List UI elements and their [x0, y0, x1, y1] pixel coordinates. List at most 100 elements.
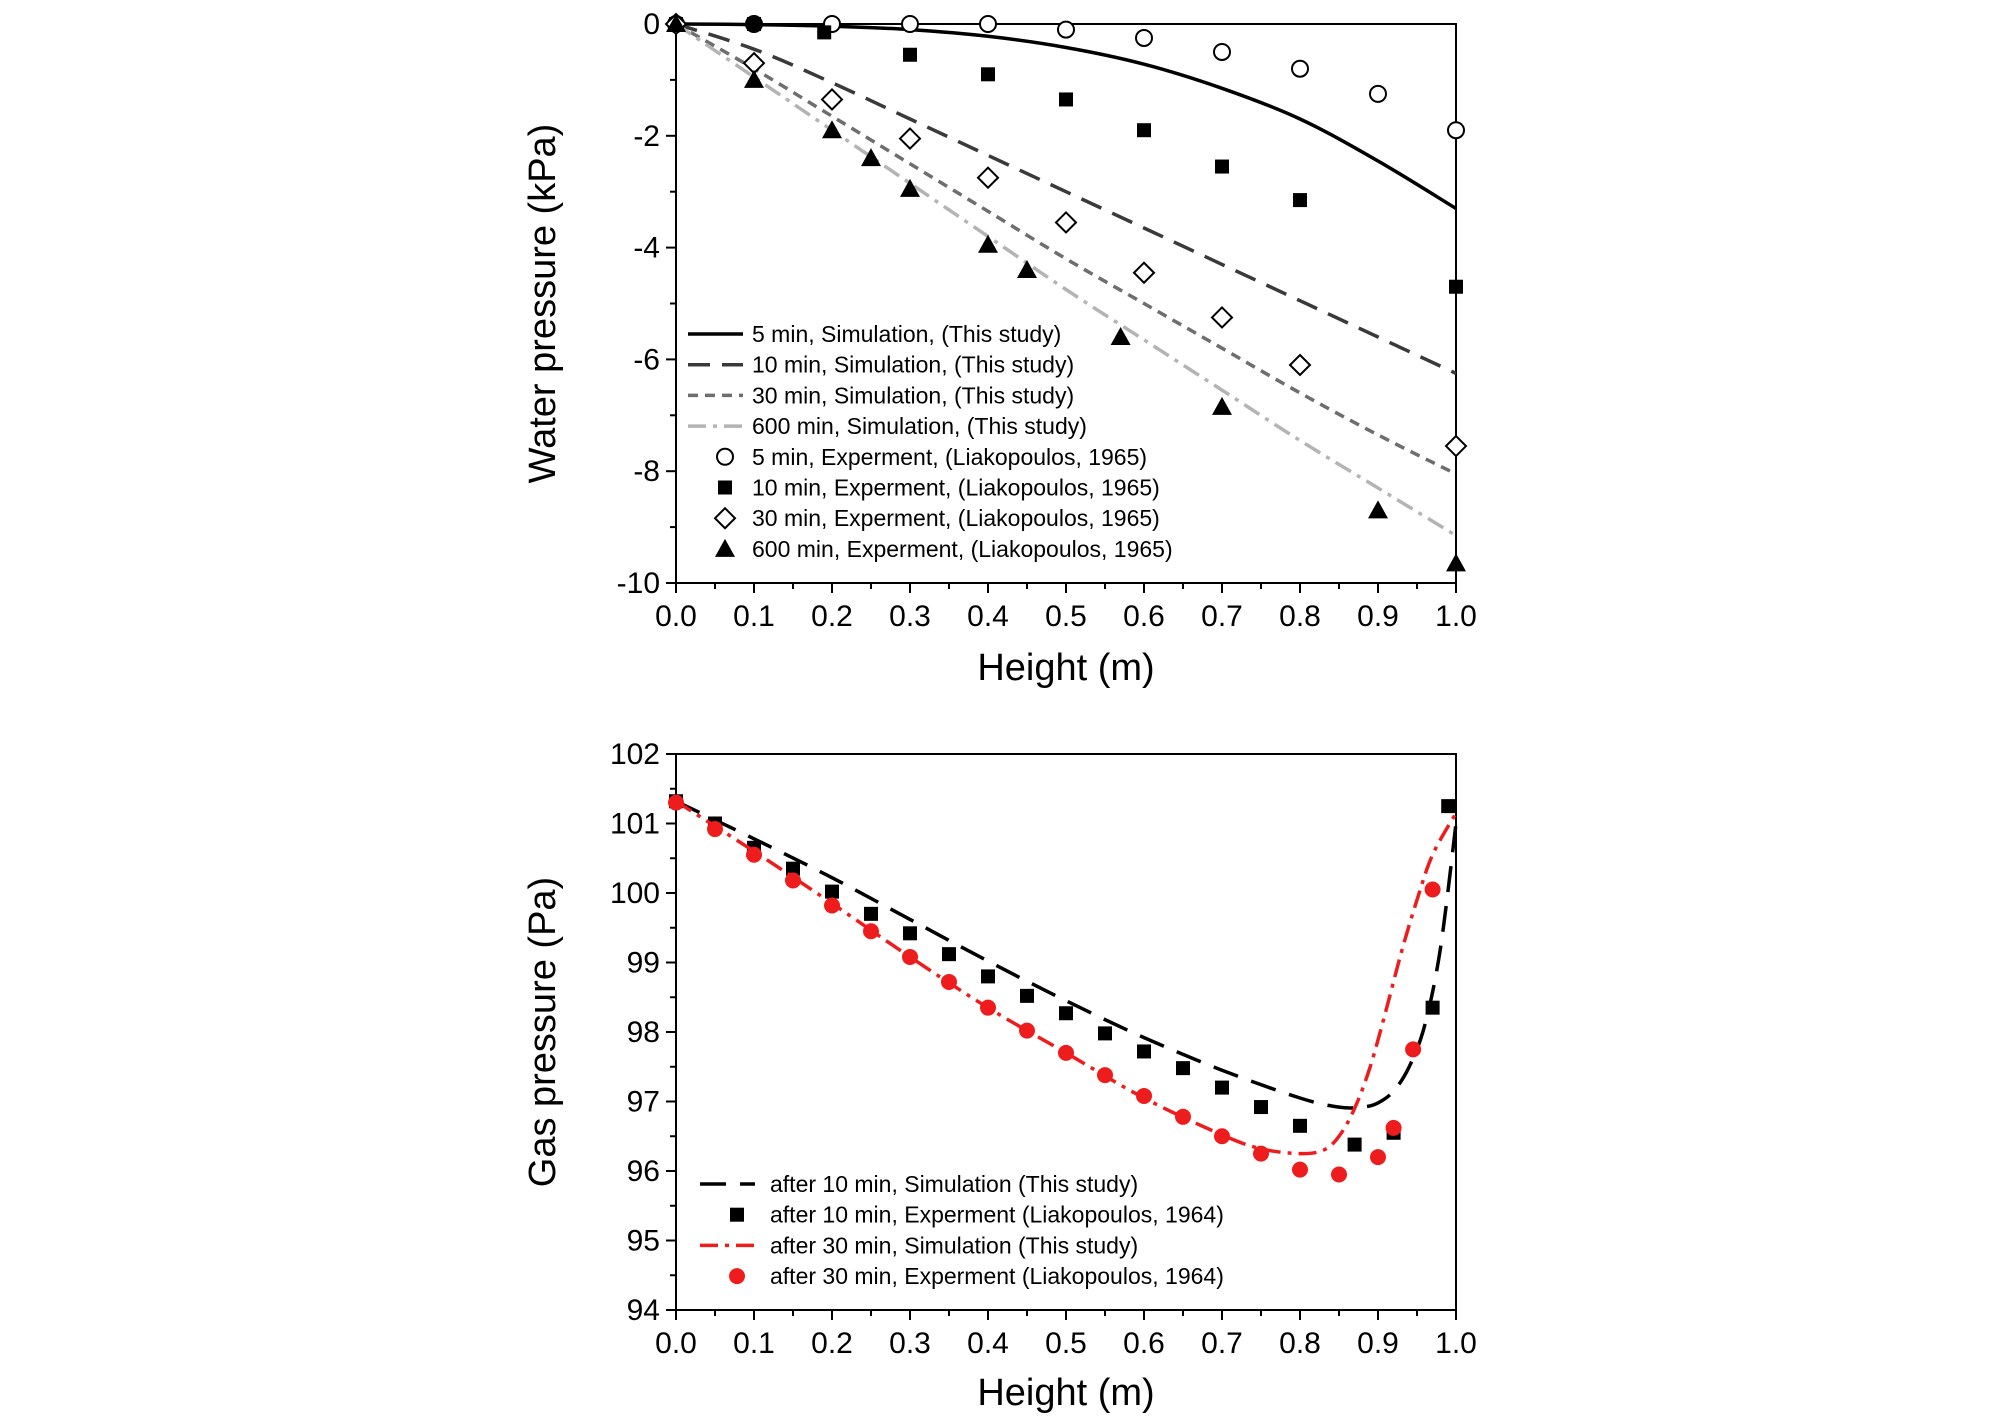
data-point [980, 999, 996, 1016]
y-tick-label: 100 [610, 877, 660, 910]
legend-label: 10 min, Simulation, (This study) [752, 352, 1074, 378]
series-8 [666, 14, 1466, 572]
data-point [1135, 28, 1153, 47]
x-tick-label: 0.2 [811, 1327, 853, 1360]
x-tick-label: 0.7 [1201, 1327, 1243, 1360]
y-axis-title: Water pressure (kPa) [522, 124, 564, 484]
y-tick-label: 94 [627, 1294, 660, 1327]
legend-label: 30 min, Experment, (Liakopoulos, 1965) [752, 505, 1160, 531]
data-point [666, 14, 686, 32]
x-tick-label: 1.0 [1435, 600, 1477, 633]
legend-item: 600 min, Experment, (Liakopoulos, 1965) [715, 536, 1173, 562]
x-tick-label: 0.1 [733, 600, 775, 633]
data-point [817, 25, 832, 40]
data-point [1253, 1145, 1269, 1162]
x-tick-label: 0.7 [1201, 600, 1243, 633]
data-point [1110, 327, 1131, 346]
legend-marker-swatch [713, 506, 737, 530]
data-point [1017, 259, 1037, 278]
legend-item: 30 min, Experment, (Liakopoulos, 1965) [713, 505, 1160, 531]
data-point [1368, 500, 1388, 519]
data-point [861, 148, 881, 167]
chart-1: 0.0 0.1 0.2 0.3 0.4 0.5 0.6 0.7 0.8 0.9 1.0 0 -2 -4 -6… [522, 8, 1477, 689]
data-point [820, 88, 844, 111]
data-point [1019, 1022, 1035, 1039]
data-point [1058, 1044, 1074, 1061]
data-point [707, 821, 723, 838]
y-tick-label: 96 [627, 1155, 660, 1188]
data-point [1020, 988, 1034, 1003]
data-point [1447, 121, 1465, 140]
legend-marker-swatch [718, 480, 732, 495]
data-point [1136, 1087, 1152, 1104]
y-axis-title: Gas pressure (Pa) [522, 877, 564, 1187]
data-point [1331, 1166, 1347, 1183]
data-point [1210, 306, 1234, 329]
data-point [747, 17, 761, 31]
legend-item: after 10 min, Experment (Liakopoulos, 19… [730, 1202, 1224, 1228]
data-point [901, 15, 919, 33]
data-point [979, 15, 997, 33]
data-point [744, 69, 764, 88]
data-point [1444, 434, 1468, 458]
y-tick-label: 98 [627, 1016, 660, 1049]
data-point [978, 234, 998, 253]
x-tick-label: 0.2 [811, 600, 853, 633]
y-tick-label: 99 [627, 947, 660, 980]
y-tick-label: -8 [633, 455, 660, 488]
data-point [863, 923, 879, 940]
data-point [668, 794, 684, 811]
x-tick-label: 0.8 [1279, 1327, 1321, 1360]
series-line [675, 22, 1457, 476]
x-tick-label: 0.6 [1123, 600, 1165, 633]
legend-label: 10 min, Experment, (Liakopoulos, 1965) [752, 475, 1160, 501]
data-point [822, 120, 842, 139]
legend-label: 600 min, Simulation, (This study) [752, 413, 1087, 439]
series-3 [675, 22, 1457, 476]
legend: after 10 min, Simulation (This study) aft… [700, 1171, 1224, 1289]
x-tick-label: 0.9 [1357, 600, 1399, 633]
data-point [1449, 279, 1463, 294]
series-1 [675, 799, 1458, 1110]
series-5 [667, 15, 1465, 140]
data-point [1424, 881, 1441, 898]
y-tick-label: 101 [610, 808, 660, 841]
data-point [1291, 59, 1309, 78]
data-point [1385, 1119, 1402, 1136]
data-point [746, 846, 762, 863]
chart-2: 0.0 0.1 0.2 0.3 0.4 0.5 0.6 0.7 0.8 0.9 1.0 102 101 1… [522, 738, 1477, 1414]
data-point [900, 178, 920, 197]
data-point [1293, 1118, 1307, 1133]
legend-marker-swatch [730, 1207, 744, 1222]
y-tick-label: 0 [643, 8, 660, 41]
legend-item: after 30 min, Experment (Liakopoulos, 19… [729, 1263, 1224, 1289]
data-point [1293, 193, 1307, 208]
series-2 [669, 794, 1456, 1152]
x-tick-label: 0.8 [1279, 600, 1321, 633]
data-point [1097, 1067, 1113, 1084]
data-point [785, 872, 801, 889]
legend-item: 10 min, Simulation, (This study) [688, 352, 1074, 378]
data-point [1054, 211, 1078, 234]
series-line [675, 22, 1457, 537]
data-point [1215, 159, 1229, 174]
x-tick-label: 0.4 [967, 600, 1009, 633]
data-point [1405, 1041, 1422, 1058]
x-tick-label: 0.0 [655, 1327, 697, 1360]
data-point [976, 166, 1000, 190]
series-6 [669, 17, 1463, 294]
legend-label: 30 min, Simulation, (This study) [752, 382, 1074, 408]
x-tick-label: 0.0 [655, 600, 697, 633]
data-point [1288, 353, 1312, 377]
data-point [1059, 92, 1073, 107]
series-4 [675, 22, 1457, 537]
data-point [902, 948, 918, 965]
data-point [941, 973, 957, 990]
data-point [824, 897, 840, 914]
y-tick-label: -4 [633, 232, 660, 265]
x-tick-label: 0.1 [733, 1327, 775, 1360]
x-tick-label: 0.5 [1045, 600, 1087, 633]
y-tick-label: 97 [627, 1086, 660, 1119]
data-point [1425, 1000, 1440, 1015]
y-tick-label: 95 [627, 1225, 660, 1258]
